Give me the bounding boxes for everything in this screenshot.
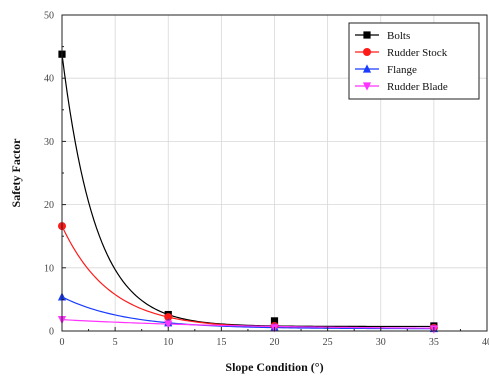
y-tick-label: 40 bbox=[44, 74, 54, 85]
x-tick-label: 25 bbox=[323, 337, 333, 348]
y-tick-label: 10 bbox=[44, 263, 54, 274]
y-axis-title: Safety Factor bbox=[9, 138, 23, 208]
axis-ticks: 0 5 10 15 20 25 30 35 40 0 10 20 30 40 50 bbox=[44, 11, 489, 349]
legend-marker bbox=[362, 64, 372, 73]
series-line-2 bbox=[61, 296, 434, 330]
x-tick-label: 10 bbox=[163, 337, 173, 348]
legend-marker bbox=[362, 82, 372, 91]
legend-label: Rudder Blade bbox=[387, 81, 448, 93]
legend-marker bbox=[363, 48, 371, 56]
y-tick-label: 30 bbox=[44, 137, 54, 148]
x-tick-label: 35 bbox=[429, 337, 439, 348]
legend-label: Rudder Stock bbox=[387, 47, 448, 59]
data-point bbox=[270, 317, 279, 325]
fit-curves bbox=[61, 54, 434, 330]
legend-label: Bolts bbox=[387, 30, 410, 42]
data-point bbox=[164, 320, 173, 329]
x-tick-label: 20 bbox=[270, 337, 280, 348]
series-line-0 bbox=[61, 54, 434, 328]
x-tick-label: 15 bbox=[216, 337, 226, 348]
legend: Bolts Rudder Stock Flange Rudder Blade bbox=[348, 22, 480, 100]
x-tick-label: 5 bbox=[113, 337, 118, 348]
legend-label: Flange bbox=[387, 64, 417, 76]
legend-marker bbox=[363, 31, 371, 39]
x-tick-label: 0 bbox=[60, 337, 65, 348]
x-tick-label: 40 bbox=[482, 337, 489, 348]
y-tick-label: 50 bbox=[44, 11, 54, 22]
data-point bbox=[164, 313, 173, 322]
series-line-3 bbox=[61, 319, 434, 329]
x-axis-title: Slope Condition (°) bbox=[225, 360, 323, 374]
x-tick-label: 30 bbox=[376, 337, 386, 348]
y-tick-label: 20 bbox=[44, 200, 54, 211]
y-tick-label: 0 bbox=[49, 327, 54, 338]
series-line-1 bbox=[61, 225, 434, 329]
